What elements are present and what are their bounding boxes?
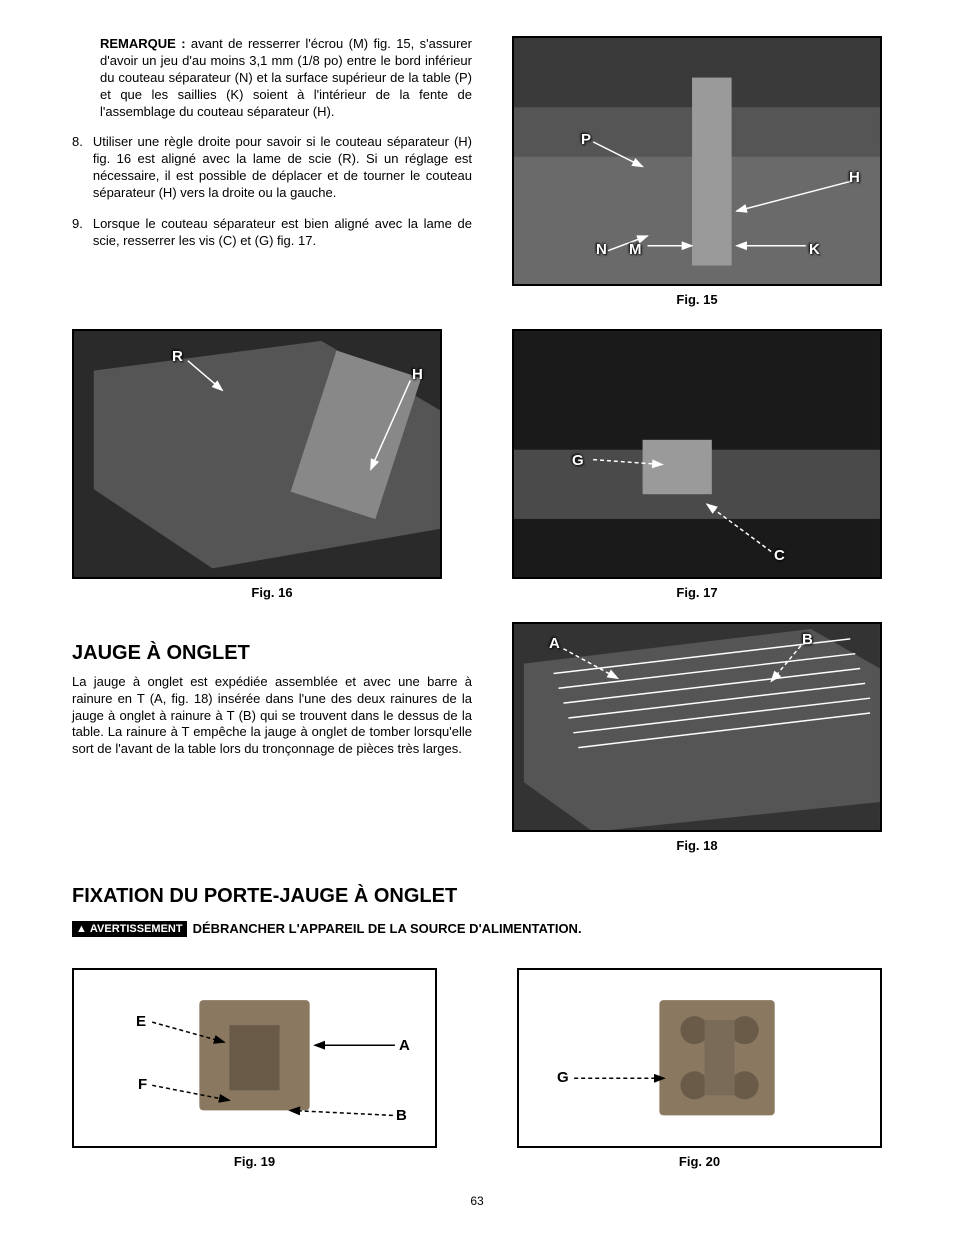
warning-badge-text: AVERTISSEMENT <box>90 922 183 936</box>
list-item-8: 8. Utiliser une règle droite pour savoir… <box>72 134 472 202</box>
fig20-column: G Fig. 20 <box>517 968 882 1171</box>
item9-number: 9. <box>72 216 83 250</box>
fig16-r-label: R <box>172 347 183 367</box>
fig18-a-label: A <box>549 634 560 654</box>
fig17-column: G C Fig. 17 <box>512 329 882 602</box>
fig15-column: P H N M K Fig. 15 <box>512 36 882 309</box>
fig16-caption: Fig. 16 <box>72 585 472 602</box>
fig19-caption: Fig. 19 <box>72 1154 437 1171</box>
fig15-h-label: H <box>849 168 860 188</box>
fig20-overlay <box>519 970 880 1148</box>
fig18-column: A B Fig. 18 <box>512 622 882 855</box>
jauge-text: La jauge à onglet est expédiée assemblée… <box>72 674 472 758</box>
figure-20: G <box>517 968 882 1148</box>
figure-15: P H N M K <box>512 36 882 286</box>
intro-text-column: REMARQUE : avant de resserrer l'écrou (M… <box>72 36 472 309</box>
warning-badge: ▲ AVERTISSEMENT <box>72 921 187 937</box>
fig16-17-row: R H Fig. 16 G C Fig. 17 <box>72 329 882 602</box>
fig18-overlay <box>514 624 880 832</box>
fig19-f-label: F <box>138 1075 147 1095</box>
figure-18: A B <box>512 622 882 832</box>
figure-19: E F A B <box>72 968 437 1148</box>
figure-17: G C <box>512 329 882 579</box>
fig19-column: E F A B Fig. 19 <box>72 968 437 1171</box>
heading-fixation: FIXATION DU PORTE-JAUGE À ONGLET <box>72 883 882 909</box>
list-item-9: 9. Lorsque le couteau séparateur est bie… <box>72 216 472 250</box>
fig15-p-label: P <box>581 130 591 150</box>
top-row: REMARQUE : avant de resserrer l'écrou (M… <box>72 36 882 309</box>
fig19-overlay <box>74 970 435 1148</box>
fig19-b-label: B <box>396 1106 407 1126</box>
item8-number: 8. <box>72 134 83 202</box>
fig17-c-label: C <box>774 546 785 566</box>
figure-16: R H <box>72 329 442 579</box>
fig19-20-row: E F A B Fig. 19 G <box>72 968 882 1171</box>
page-number: 63 <box>72 1194 882 1210</box>
fig20-g-label: G <box>557 1068 569 1088</box>
remarque-label: REMARQUE : <box>100 36 186 51</box>
fig17-caption: Fig. 17 <box>512 585 882 602</box>
fig19-a-label: A <box>399 1036 410 1056</box>
heading-jauge: JAUGE À ONGLET <box>72 640 472 666</box>
item8-text: Utiliser une règle droite pour savoir si… <box>93 134 472 202</box>
fig15-n-label: N <box>596 240 607 260</box>
warning-text: DÉBRANCHER L'APPAREIL DE LA SOURCE D'ALI… <box>193 921 582 938</box>
fig16-h-label: H <box>412 365 423 385</box>
remarque-paragraph: REMARQUE : avant de resserrer l'écrou (M… <box>100 36 472 120</box>
item9-text: Lorsque le couteau séparateur est bien a… <box>93 216 472 250</box>
fig20-caption: Fig. 20 <box>517 1154 882 1171</box>
fig18-b-label: B <box>802 630 813 650</box>
warning-line: ▲ AVERTISSEMENT DÉBRANCHER L'APPAREIL DE… <box>72 921 882 938</box>
jauge-row: JAUGE À ONGLET La jauge à onglet est exp… <box>72 622 882 855</box>
jauge-text-column: JAUGE À ONGLET La jauge à onglet est exp… <box>72 622 472 758</box>
fig16-overlay <box>74 331 440 578</box>
warning-triangle-icon: ▲ <box>76 922 87 936</box>
fig15-caption: Fig. 15 <box>512 292 882 309</box>
fig19-e-label: E <box>136 1012 146 1032</box>
fig16-column: R H Fig. 16 <box>72 329 472 602</box>
fig15-k-label: K <box>809 240 820 260</box>
fig15-overlay <box>514 38 880 285</box>
fig17-g-label: G <box>572 451 584 471</box>
fig17-overlay <box>514 331 880 578</box>
fig18-caption: Fig. 18 <box>512 838 882 855</box>
fig15-m-label: M <box>629 240 642 260</box>
